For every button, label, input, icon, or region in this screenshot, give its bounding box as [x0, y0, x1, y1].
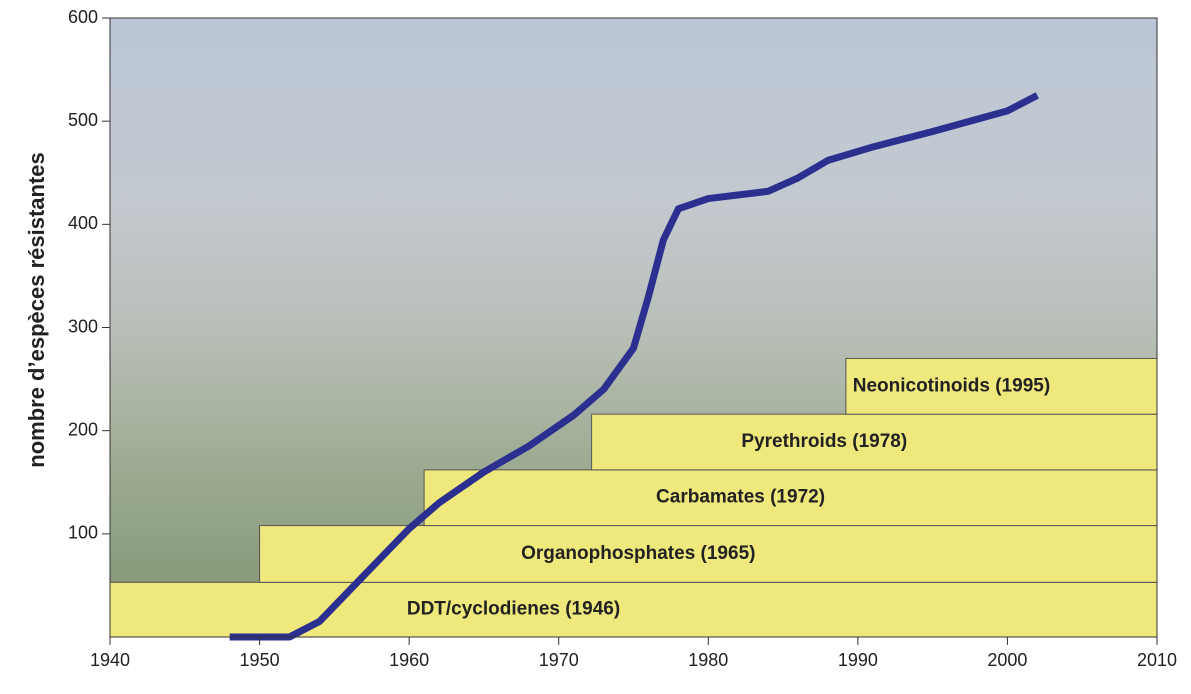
x-tick-label: 1960 — [389, 650, 429, 670]
y-tick-label: 300 — [68, 316, 98, 336]
bar-label: Organophosphates (1965) — [521, 543, 755, 564]
x-tick-label: 1970 — [539, 650, 579, 670]
bar — [110, 582, 1157, 637]
y-tick-label: 100 — [68, 523, 98, 543]
x-tick-label: 1940 — [90, 650, 130, 670]
y-tick-label: 400 — [68, 213, 98, 233]
bar-label: Carbamates (1972) — [656, 487, 825, 508]
y-tick-label: 200 — [68, 419, 98, 439]
chart: nombre d’espèces résistantes DDT/cyclodi… — [0, 0, 1191, 689]
x-tick-label: 2000 — [987, 650, 1027, 670]
bar-label: DDT/cyclodienes (1946) — [407, 599, 620, 620]
x-tick-label: 1990 — [838, 650, 878, 670]
bar-label: Neonicotinoids (1995) — [853, 375, 1050, 396]
y-tick-label: 500 — [68, 110, 98, 130]
bar-label: Pyrethroids (1978) — [741, 431, 907, 452]
x-tick-label: 1980 — [688, 650, 728, 670]
x-tick-label: 1950 — [240, 650, 280, 670]
x-tick-label: 2010 — [1137, 650, 1177, 670]
y-axis-label: nombre d’espèces résistantes — [24, 152, 49, 467]
y-tick-label: 600 — [68, 7, 98, 27]
